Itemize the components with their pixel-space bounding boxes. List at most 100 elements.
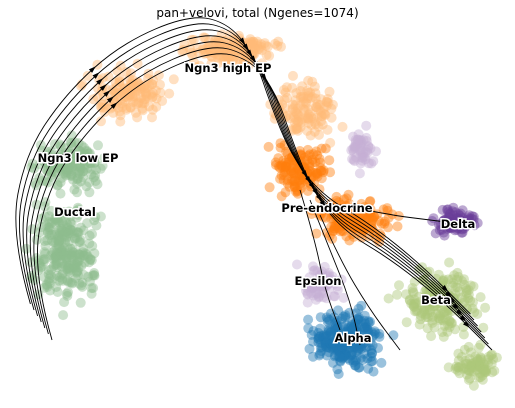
cell-point	[273, 161, 284, 172]
cell-point	[91, 164, 102, 175]
cell-point	[65, 243, 76, 254]
cell-point	[299, 152, 310, 163]
cell-point	[352, 134, 363, 145]
cell-point	[79, 142, 89, 153]
cell-point	[53, 215, 64, 226]
cell-point	[324, 325, 335, 336]
cell-point	[362, 324, 373, 335]
cell-point	[356, 316, 367, 327]
cell-point	[334, 347, 345, 358]
cell-point	[62, 222, 73, 233]
cell-point	[461, 369, 472, 380]
cell-point	[52, 211, 63, 222]
streamline-arrow	[455, 309, 463, 316]
cell-point	[346, 321, 357, 332]
cell-point	[332, 281, 343, 292]
cell-point	[50, 213, 61, 224]
cell-point	[74, 146, 85, 157]
cell-point	[88, 172, 99, 183]
cell-point	[110, 88, 121, 99]
cell-point	[353, 138, 364, 149]
cell-point	[469, 220, 480, 231]
cell-point	[86, 283, 97, 294]
streamline-arrow	[106, 96, 114, 103]
cell-point	[443, 362, 454, 373]
cell-point	[361, 222, 372, 233]
cell-point	[40, 240, 51, 251]
cell-point	[56, 223, 67, 234]
cell-point	[65, 217, 76, 228]
cell-point	[338, 340, 349, 350]
cell-point	[439, 320, 450, 331]
cell-point	[433, 301, 444, 312]
cell-point	[141, 87, 152, 98]
cell-point	[333, 327, 344, 337]
cell-point	[471, 356, 482, 367]
cell-point	[463, 212, 474, 223]
cell-point	[347, 144, 358, 155]
cell-point	[58, 310, 69, 321]
cell-point	[79, 162, 90, 173]
cell-point	[57, 229, 68, 240]
cell-point	[224, 53, 235, 64]
cell-point	[452, 213, 463, 224]
cell-point	[344, 343, 355, 354]
cell-point	[491, 352, 502, 363]
cell-point	[337, 341, 348, 352]
cell-point	[328, 213, 339, 224]
cell-point	[438, 315, 448, 326]
cell-point	[97, 160, 108, 171]
cell-point	[361, 325, 372, 336]
cell-point	[365, 316, 376, 327]
cell-point	[320, 339, 331, 350]
cell-point	[111, 82, 122, 93]
cell-point	[126, 79, 137, 90]
cell-point	[341, 231, 352, 242]
cell-point	[48, 273, 59, 284]
cell-point	[77, 153, 87, 164]
cell-point	[467, 211, 478, 222]
cell-point	[72, 178, 83, 189]
cell-point	[323, 97, 334, 108]
cell-point	[287, 104, 298, 115]
cell-point	[302, 289, 313, 300]
cell-point	[350, 360, 361, 371]
cell-point	[57, 246, 68, 257]
cell-point	[342, 328, 353, 339]
cell-point	[132, 78, 143, 89]
cell-point	[355, 339, 366, 350]
cell-point	[96, 116, 106, 127]
cell-point	[453, 209, 464, 220]
cell-point	[281, 146, 292, 157]
cell-point	[224, 55, 235, 66]
cell-point	[26, 273, 37, 283]
cell-point	[311, 167, 321, 178]
cell-point	[317, 119, 328, 130]
cell-point	[213, 44, 224, 55]
cell-point	[407, 283, 418, 293]
cell-point	[347, 154, 358, 164]
cell-point	[313, 121, 324, 132]
cell-point	[305, 93, 316, 104]
cell-point	[62, 275, 73, 286]
cell-point	[371, 146, 381, 157]
cell-point	[98, 99, 109, 110]
cell-point	[49, 213, 60, 224]
cell-point	[247, 38, 258, 49]
cell-point	[73, 262, 84, 273]
cell-point	[328, 291, 339, 302]
cell-point	[359, 315, 370, 326]
cell-point	[147, 104, 158, 115]
streamline	[37, 53, 493, 351]
cell-point	[349, 156, 360, 167]
cell-point	[276, 191, 287, 202]
cell-point	[51, 249, 62, 260]
cell-point	[367, 215, 378, 226]
cell-point	[329, 223, 340, 234]
cell-point	[452, 282, 463, 293]
cell-point	[324, 315, 335, 326]
cell-point	[214, 46, 225, 57]
cell-point	[374, 216, 385, 226]
cell-point	[288, 70, 298, 81]
